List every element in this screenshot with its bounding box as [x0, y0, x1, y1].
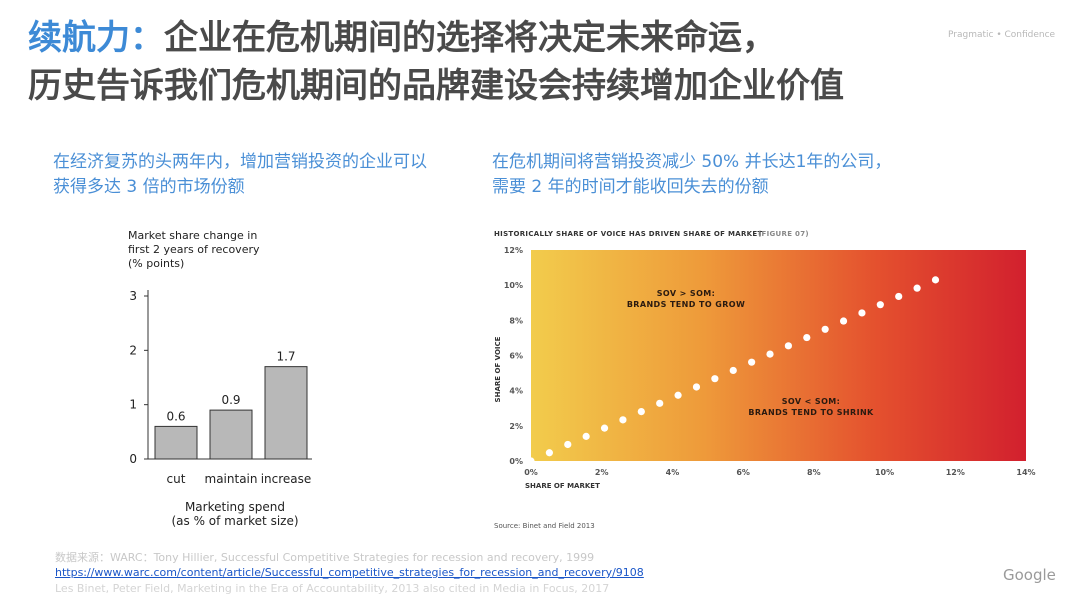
bar-category-label: increase: [261, 472, 312, 486]
title-text-1: 企业在危机期间的选择将决定未来命运，: [164, 18, 776, 58]
bar-chart-title-line: first 2 years of recovery: [128, 243, 260, 256]
sov-data-point: [784, 342, 793, 350]
bar-category-label: cut: [167, 472, 186, 486]
right-subtitle: 在危机期间将营销投资减少 50% 并长达1年的公司， 需要 2 年的时间才能收回…: [492, 150, 1052, 200]
sov-x-tick-label: 4%: [666, 468, 680, 477]
sov-data-point: [600, 424, 609, 432]
sov-data-point: [729, 366, 737, 375]
brand-tag: Pragmatic • Confidence: [948, 30, 1056, 40]
footer-line-3: Les Binet, Peter Field, Marketing in the…: [55, 582, 610, 595]
sov-data-point: [637, 407, 645, 416]
sov-y-tick-label: 6%: [509, 352, 523, 361]
bar-value-label: 0.9: [221, 393, 240, 407]
sov-x-tick-label: 0%: [524, 468, 538, 477]
sov-data-point: [931, 276, 940, 284]
sov-gradient-area: [531, 250, 1026, 461]
sov-data-point: [619, 416, 627, 424]
title-accent: 续航力：: [28, 18, 164, 58]
sov-data-point: [564, 440, 572, 449]
sov-data-point: [711, 375, 719, 383]
bar-y-tick-label: 0: [129, 452, 137, 466]
sov-data-point: [858, 309, 866, 317]
sov-y-tick-label: 0%: [509, 457, 523, 466]
bar: [209, 409, 253, 460]
sov-y-tick-label: 4%: [509, 387, 523, 396]
sov-data-point: [803, 333, 811, 342]
left-subtitle: 在经济复苏的头两年内，增加营销投资的企业可以获得多达 3 倍的市场份额: [53, 152, 427, 197]
sov-data-point: [895, 292, 903, 301]
sov-source-label: Source: Binet and Field 2013: [494, 522, 595, 530]
sov-y-tick-label: 2%: [509, 422, 523, 431]
sov-annotation: SOV > SOM:: [657, 289, 716, 298]
sov-chart-figure-label: (FIGURE 07): [758, 230, 809, 238]
sov-x-tick-label: 2%: [595, 468, 609, 477]
sov-data-point: [821, 325, 829, 333]
footer-source: 数据来源：WARC：Tony Hillier, Successful Compe…: [55, 551, 595, 564]
sov-y-tick-label: 8%: [509, 316, 523, 325]
sov-x-tick-label: 12%: [946, 468, 965, 477]
sov-y-tick-label: 10%: [504, 281, 523, 290]
title-line-1: 续航力：企业在危机期间的选择将决定未来命运，: [28, 14, 928, 62]
google-logo: Google: [1003, 566, 1056, 584]
sov-x-axis-label: SHARE OF MARKET: [525, 482, 600, 490]
sov-data-point: [876, 301, 884, 309]
sov-data-point: [527, 457, 535, 465]
sov-annotation: BRANDS TEND TO SHRINK: [748, 408, 874, 417]
sov-chart-title: HISTORICALLY SHARE OF VOICE HAS DRIVEN S…: [494, 230, 763, 238]
sov-data-point: [656, 399, 664, 407]
bar: [264, 366, 308, 460]
bar-y-tick-label: 1: [129, 398, 137, 412]
sov-data-point: [913, 284, 921, 292]
right-subtitle-line-1: 在危机期间将营销投资减少 50% 并长达1年的公司，: [492, 152, 892, 172]
bar-value-label: 0.6: [166, 409, 185, 423]
sov-x-tick-label: 10%: [875, 468, 894, 477]
bar-chart-title-line: (% points): [128, 257, 184, 270]
sov-data-point: [766, 350, 774, 358]
bar-category-label: maintain: [205, 472, 258, 486]
slide-title: 续航力：企业在危机期间的选择将决定未来命运， 历史告诉我们危机期间的品牌建设会持…: [28, 14, 928, 110]
bar-x-axis-label: Marketing spend: [185, 500, 285, 514]
sov-y-axis-label: SHARE OF VOICE: [494, 336, 502, 402]
bar-y-tick-label: 3: [129, 289, 137, 303]
sov-y-tick-label: 12%: [504, 246, 523, 255]
sov-data-point: [545, 449, 553, 457]
sov-annotation: SOV < SOM:: [782, 397, 841, 406]
title-line-2: 历史告诉我们危机期间的品牌建设会持续增加企业价值: [28, 66, 844, 106]
bar: [154, 425, 198, 460]
sov-annotation: BRANDS TEND TO GROW: [627, 300, 745, 309]
sov-data-point: [839, 317, 848, 325]
bar-x-axis-label: (as % of market size): [171, 514, 298, 528]
bar-chart-title-line: Market share change in: [128, 229, 257, 242]
sov-data-point: [692, 383, 701, 391]
sov-x-tick-label: 14%: [1016, 468, 1035, 477]
sov-x-tick-label: 8%: [807, 468, 821, 477]
sov-x-tick-label: 6%: [736, 468, 750, 477]
right-subtitle-line-2: 需要 2 年的时间才能收回失去的份额: [492, 177, 769, 197]
sov-data-point: [748, 358, 756, 366]
sov-data-point: [582, 432, 590, 440]
footer-link[interactable]: https://www.warc.com/content/article/Suc…: [55, 566, 644, 579]
bar-y-tick-label: 2: [129, 343, 137, 357]
bar-value-label: 1.7: [276, 350, 295, 364]
sov-data-point: [674, 391, 682, 399]
